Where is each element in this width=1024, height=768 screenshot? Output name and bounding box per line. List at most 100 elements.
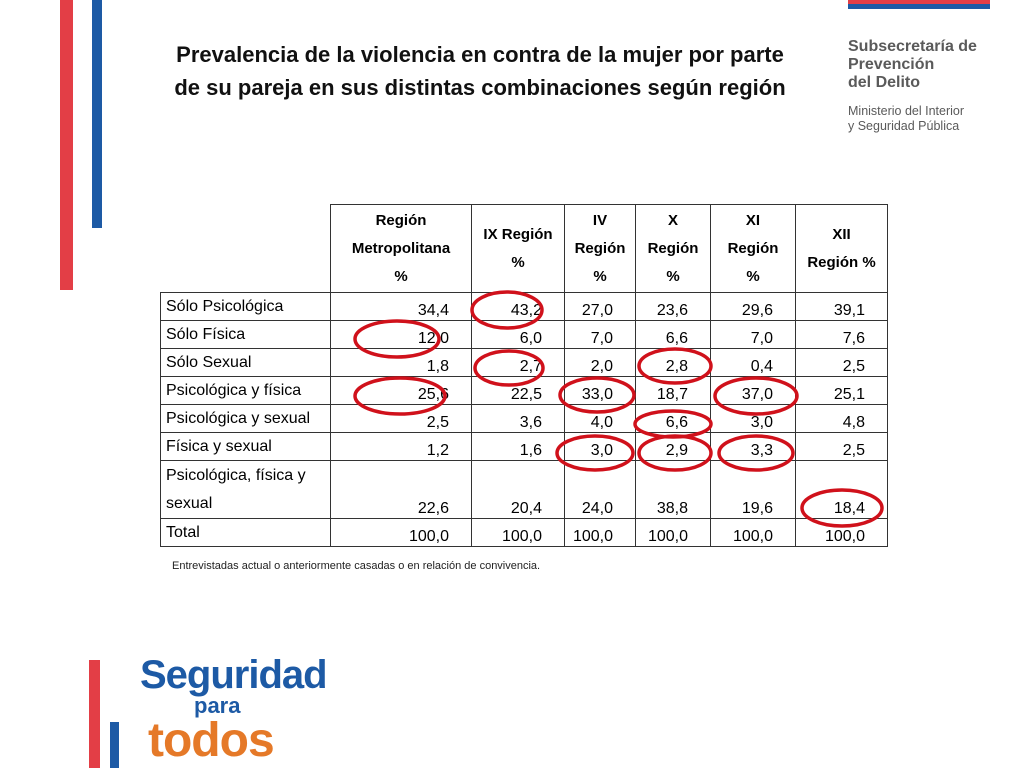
header-xii-text: XII Región % xyxy=(807,225,876,271)
page-title: Prevalencia de la violencia en contra de… xyxy=(130,38,830,104)
table-row: Psicológica y sexual 2,5 3,6 4,0 6,6 3,0… xyxy=(160,404,888,433)
row-label: Sólo Física xyxy=(160,320,331,349)
cell: 38,8 xyxy=(635,460,711,519)
cell: 24,0 xyxy=(564,460,636,519)
cell: 2,5 xyxy=(330,404,472,433)
cell: 33,0 xyxy=(564,376,636,405)
cell: 18,4 xyxy=(795,460,888,519)
agency-line-4: Ministerio del Interior xyxy=(848,104,965,118)
header-x: X Región % xyxy=(635,204,711,293)
blue-stripe-top xyxy=(92,0,102,228)
cell: 2,0 xyxy=(564,348,636,377)
table-row: Psicológica y física 25,6 22,5 33,0 18,7… xyxy=(160,376,888,405)
cell: 0,4 xyxy=(710,348,796,377)
agency-line-2: Prevención xyxy=(848,56,935,73)
row-label: Sólo Sexual xyxy=(160,348,331,377)
cell: 19,6 xyxy=(710,460,796,519)
cell: 34,4 xyxy=(330,292,472,321)
cell: 7,0 xyxy=(564,320,636,349)
table-row: Psicológica, física y sexual 22,6 20,4 2… xyxy=(160,460,888,519)
cell: 7,6 xyxy=(795,320,888,349)
cell: 29,6 xyxy=(710,292,796,321)
row-label: Total xyxy=(160,518,331,547)
cell: 25,1 xyxy=(795,376,888,405)
cell: 2,5 xyxy=(795,348,888,377)
table-row: Física y sexual 1,2 1,6 3,0 2,9 3,3 2,5 xyxy=(160,432,888,461)
table-corner xyxy=(160,204,331,293)
cell: 1,2 xyxy=(330,432,472,461)
prevalence-table: Región Metropolitana % IX Región % IV Re… xyxy=(160,204,888,547)
cell: 6,0 xyxy=(471,320,565,349)
table-row: Sólo Psicológica 34,4 43,2 27,0 23,6 29,… xyxy=(160,292,888,321)
header-rm: Región Metropolitana % xyxy=(330,204,472,293)
header-ix: IX Región % xyxy=(471,204,565,293)
cell: 6,6 xyxy=(635,404,711,433)
blue-stripe-bottom xyxy=(110,722,119,768)
title-line-2: de su pareja en sus distintas combinacio… xyxy=(174,75,786,100)
logo-line-3: todos xyxy=(148,714,275,767)
table-row: Sólo Física 12,0 6,0 7,0 6,6 7,0 7,6 xyxy=(160,320,888,349)
agency-line-3: del Delito xyxy=(848,74,921,91)
cell: 100,0 xyxy=(795,518,888,547)
agency-line-5: y Seguridad Pública xyxy=(848,119,960,133)
cell: 2,7 xyxy=(471,348,565,377)
row-label: Física y sexual xyxy=(160,432,331,461)
cell: 6,6 xyxy=(635,320,711,349)
cell: 100,0 xyxy=(564,518,636,547)
cell: 2,5 xyxy=(795,432,888,461)
header-ix-text: IX Región % xyxy=(483,225,553,271)
row-label: Psicológica y sexual xyxy=(160,404,331,433)
cell: 3,0 xyxy=(710,404,796,433)
logo-line-2: para xyxy=(194,693,241,718)
cell: 37,0 xyxy=(710,376,796,405)
cell: 1,6 xyxy=(471,432,565,461)
cell: 100,0 xyxy=(330,518,472,547)
header-iv-text: IV Región % xyxy=(574,211,626,285)
cell: 3,3 xyxy=(710,432,796,461)
cell: 25,6 xyxy=(330,376,472,405)
agency-logo: Subsecretaría de Prevención del Delito M… xyxy=(848,38,977,134)
cell: 100,0 xyxy=(471,518,565,547)
cell: 22,5 xyxy=(471,376,565,405)
cell: 12,0 xyxy=(330,320,472,349)
cell: 3,0 xyxy=(564,432,636,461)
table-row: Sólo Sexual 1,8 2,7 2,0 2,8 0,4 2,5 xyxy=(160,348,888,377)
header-xi: XI Región % xyxy=(710,204,796,293)
header-iv: IV Región % xyxy=(564,204,636,293)
header-rm-text: Región Metropolitana % xyxy=(351,211,451,285)
cell: 7,0 xyxy=(710,320,796,349)
cell: 22,6 xyxy=(330,460,472,519)
table-footnote: Entrevistadas actual o anteriormente cas… xyxy=(172,560,541,572)
cell: 100,0 xyxy=(635,518,711,547)
cell: 100,0 xyxy=(710,518,796,547)
cell: 23,6 xyxy=(635,292,711,321)
row-label: Psicológica, física y sexual xyxy=(160,460,331,519)
cell: 3,6 xyxy=(471,404,565,433)
seguridad-para-todos-logo: Seguridad para todos xyxy=(140,653,328,767)
table-header-row: Región Metropolitana % IX Región % IV Re… xyxy=(160,204,888,293)
logo-line-1: Seguridad xyxy=(140,653,328,697)
cell: 1,8 xyxy=(330,348,472,377)
header-x-text: X Región % xyxy=(647,211,699,285)
red-stripe-top xyxy=(60,0,73,290)
cell: 18,7 xyxy=(635,376,711,405)
cell: 43,2 xyxy=(471,292,565,321)
title-line-1: Prevalencia de la violencia en contra de… xyxy=(176,42,784,67)
cell: 4,0 xyxy=(564,404,636,433)
red-stripe-bottom xyxy=(89,660,100,768)
header-xi-text: XI Región % xyxy=(727,211,779,285)
cell: 39,1 xyxy=(795,292,888,321)
table-row: Total 100,0 100,0 100,0 100,0 100,0 100,… xyxy=(160,518,888,547)
agency-bar-blue xyxy=(848,4,990,9)
header-xii: XII Región % xyxy=(795,204,888,293)
cell: 20,4 xyxy=(471,460,565,519)
cell: 4,8 xyxy=(795,404,888,433)
agency-bar-red xyxy=(848,0,990,4)
agency-line-1: Subsecretaría de xyxy=(848,38,977,55)
cell: 2,8 xyxy=(635,348,711,377)
row-label: Psicológica y física xyxy=(160,376,331,405)
cell: 2,9 xyxy=(635,432,711,461)
cell: 27,0 xyxy=(564,292,636,321)
agency-top-bar xyxy=(848,0,990,9)
row-label: Sólo Psicológica xyxy=(160,292,331,321)
